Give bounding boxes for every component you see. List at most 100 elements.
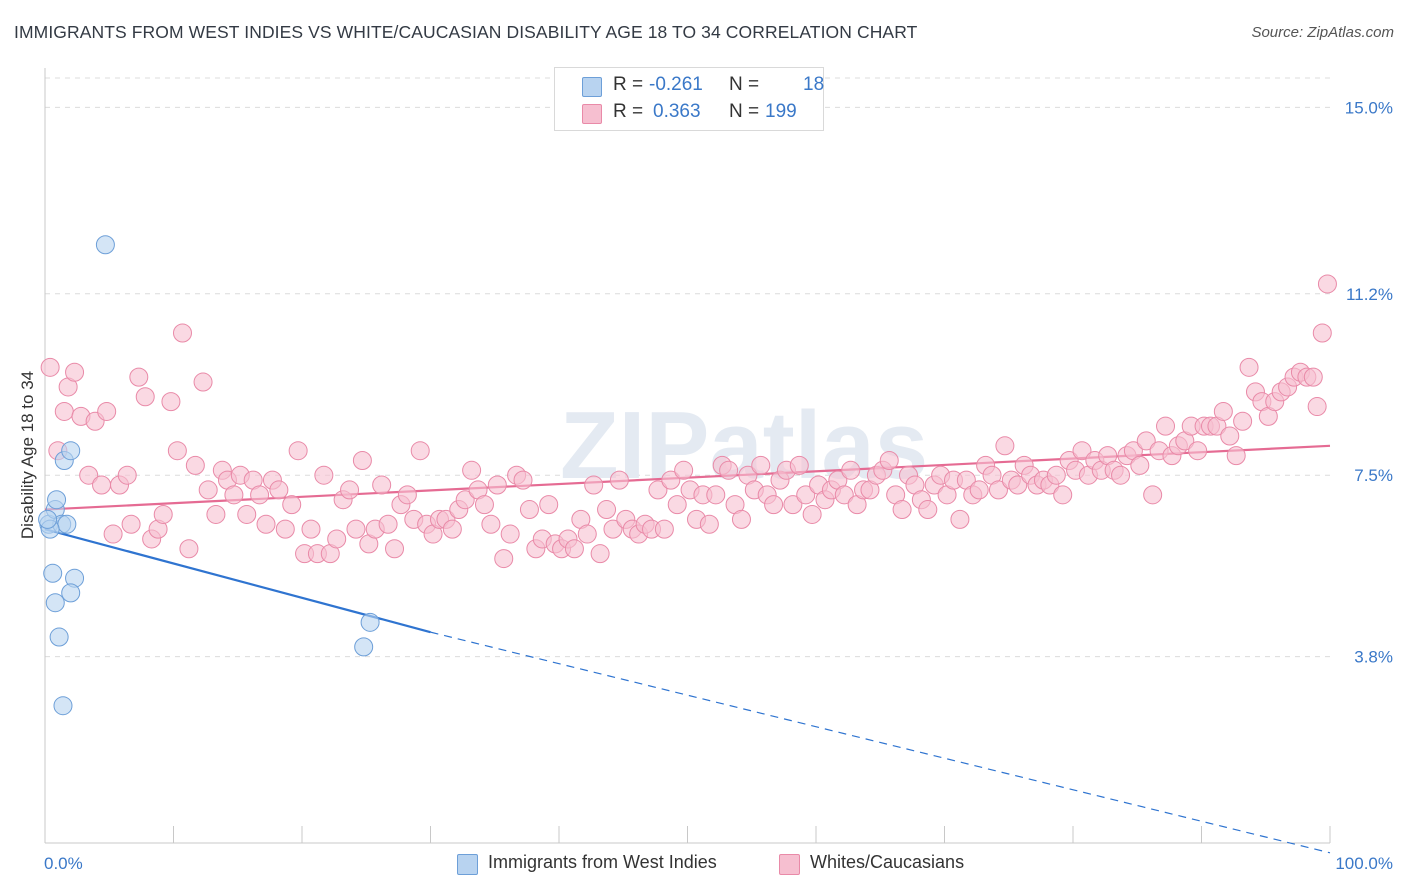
whites-point [275,519,295,539]
whites-point [1053,485,1073,505]
whites-point [841,460,861,480]
whites-point [167,441,187,461]
west-indies-point [38,509,58,529]
n-label: N = [729,74,760,95]
whites-point [609,470,629,490]
whites-point [1317,274,1337,294]
whites-point [1233,411,1253,431]
west-indies-point [57,514,77,534]
west-indies-point [95,235,115,255]
whites-point [161,392,181,412]
whites-point [699,514,719,534]
whites-point [519,500,539,520]
y-axis-label: Disability Age 18 to 34 [18,370,37,540]
whites-point [198,480,218,500]
whites-point [340,480,360,500]
whites-point [117,465,137,485]
whites-point [455,490,475,510]
whites-point [783,495,803,515]
whites-point [1226,446,1246,466]
whites-point [719,460,739,480]
r-label: R = [613,101,644,122]
stats-row-blue: R = -0.261 N = 18 [555,74,825,100]
legend-blue-swatch [457,854,478,875]
whites-point [487,475,507,495]
whites-point [179,539,199,559]
whites-point [92,475,112,495]
whites-point [97,401,117,421]
whites-point [796,485,816,505]
whites-point [121,514,141,534]
legend-label: Whites/Caucasians [810,852,965,872]
whites-point [590,544,610,564]
whites-point [206,504,226,524]
whites-point [995,436,1015,456]
whites-point [129,367,149,387]
west-indies-point [49,627,69,647]
whites-point [1213,401,1233,421]
whites-point [54,401,74,421]
whites-point [764,495,784,515]
stats-row-pink: R = 0.363 N = 199 [555,101,823,127]
whites-point [1307,397,1327,417]
whites-point [789,455,809,475]
west-indies-point [53,696,73,716]
whites-point [185,455,205,475]
whites-point [1130,455,1150,475]
west-indies-point [47,490,67,510]
whites-point [661,470,681,490]
west-indies-trend-extension [430,631,1331,854]
whites-point [462,460,482,480]
whites-point [706,485,726,505]
whites-point [346,519,366,539]
whites-point [667,495,687,515]
whites-point [372,475,392,495]
whites-point [79,465,99,485]
whites-point [103,524,123,544]
whites-point [513,470,533,490]
r-value-pink: 0.363 [653,101,701,122]
whites-point [969,480,989,500]
n-value-blue: 18 [803,74,825,95]
whites-point [654,519,674,539]
whites-point [301,519,321,539]
whites-point [879,451,899,470]
whites-point [314,465,334,485]
y-tick-label: 15.0% [1345,98,1393,117]
whites-point [1111,465,1131,485]
r-label: R = [613,74,644,95]
whites-point [1156,416,1176,436]
west-indies-point [61,583,81,603]
whites-point [674,460,694,480]
whites-point [282,495,302,515]
whites-point [802,504,822,524]
whites-point [1303,367,1323,387]
whites-point [327,529,347,549]
source-credit: Source: ZipAtlas.com [1251,24,1394,41]
whites-point [172,323,192,343]
whites-point [237,504,257,524]
whites-point [250,485,270,505]
y-tick-label: 3.8% [1354,648,1393,667]
r-value-blue: -0.261 [649,74,703,95]
west-indies-point [360,612,380,632]
chart-title: IMMIGRANTS FROM WEST INDIES VS WHITE/CAU… [14,22,918,42]
whites-point [481,514,501,534]
whites-point [397,485,417,505]
pink-swatch [582,104,602,124]
legend-pink-swatch [779,854,800,875]
whites-point [918,500,938,520]
whites-point [584,475,604,495]
whites-point [597,500,617,520]
whites-point [751,455,771,475]
west-indies-point [45,593,65,613]
whites-point [1008,475,1028,495]
whites-point [564,539,584,559]
whites-point [950,509,970,529]
whites-point [135,387,155,407]
whites-point [1239,357,1259,377]
whites-point [1072,441,1092,461]
whites-point [474,495,494,515]
x-tick-label-max: 100.0% [1335,854,1393,873]
whites-point [577,524,597,544]
